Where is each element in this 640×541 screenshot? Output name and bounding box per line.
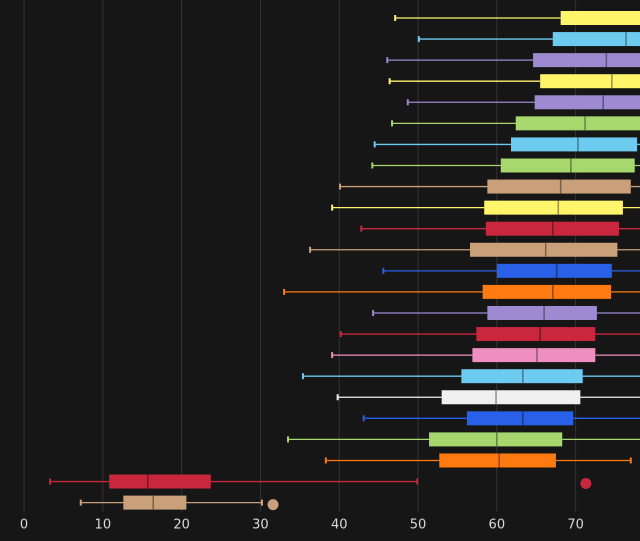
x-tick-label: 60 xyxy=(489,518,506,533)
box xyxy=(500,158,635,173)
box xyxy=(560,11,640,25)
box xyxy=(472,348,596,363)
x-tick-label: 50 xyxy=(410,518,427,533)
outlier xyxy=(580,478,592,490)
box xyxy=(429,432,563,447)
box xyxy=(515,116,640,131)
box xyxy=(496,263,612,278)
x-tick-label: 40 xyxy=(331,518,348,533)
box xyxy=(552,32,640,47)
x-tick-label: 0 xyxy=(20,518,28,533)
box xyxy=(484,200,623,215)
box xyxy=(441,390,581,405)
box xyxy=(511,137,638,152)
box xyxy=(470,242,618,257)
box xyxy=(487,179,631,194)
box xyxy=(482,284,612,299)
box xyxy=(534,95,640,110)
box xyxy=(466,411,574,426)
x-tick-label: 30 xyxy=(252,518,269,533)
plot-area xyxy=(49,11,640,511)
x-tick-label: 20 xyxy=(173,518,190,533)
box xyxy=(109,474,211,489)
box xyxy=(487,305,597,320)
box xyxy=(540,74,640,89)
x-tick-label: 70 xyxy=(567,518,584,533)
box xyxy=(123,495,187,510)
box xyxy=(533,53,640,68)
x-tick-label: 10 xyxy=(95,518,112,533)
outlier xyxy=(267,499,279,511)
box xyxy=(439,453,556,468)
x-axis: 0 10 20 30 40 50 60 70 xyxy=(20,518,584,533)
grid xyxy=(23,0,577,512)
box xyxy=(461,369,583,384)
box xyxy=(476,327,596,342)
